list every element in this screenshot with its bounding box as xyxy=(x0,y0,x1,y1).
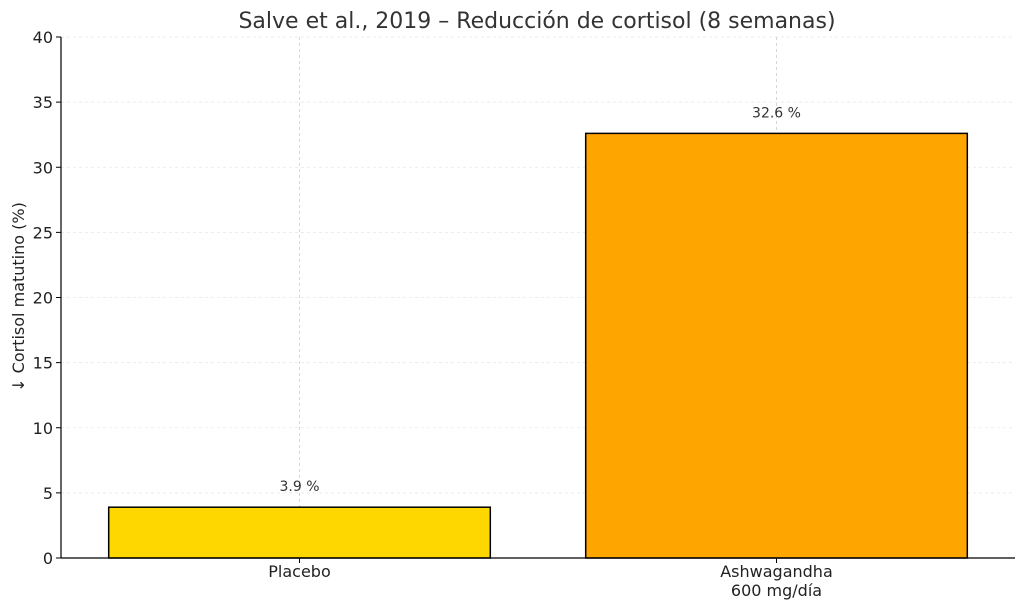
y-tick-label: 15 xyxy=(33,354,53,373)
data-label: 32.6 % xyxy=(752,105,801,121)
bar xyxy=(584,132,969,559)
x-tick-label: Ashwagandha 600 mg/día xyxy=(720,562,833,600)
bar xyxy=(107,506,492,559)
y-axis-label: ↓ Cortisol matutino (%) xyxy=(9,202,28,392)
y-tick-label: 10 xyxy=(33,419,53,438)
bars xyxy=(107,132,969,559)
y-tick-label: 5 xyxy=(43,484,53,503)
y-tick-label: 40 xyxy=(33,28,53,47)
data-labels: 3.9 % 32.6 % xyxy=(279,105,800,495)
x-tick-label: Placebo xyxy=(268,562,330,581)
x-axis-ticks: Placebo Ashwagandha 600 mg/día xyxy=(268,558,833,600)
data-label: 3.9 % xyxy=(279,479,319,495)
y-tick-label: 20 xyxy=(33,289,53,308)
y-tick-label: 0 xyxy=(43,549,53,568)
y-tick-label: 30 xyxy=(33,158,53,177)
chart-title: Salve et al., 2019 – Reducción de cortis… xyxy=(238,9,835,34)
y-tick-label: 35 xyxy=(33,93,53,112)
y-axis-ticks: 0 5 10 15 20 25 30 35 40 xyxy=(33,28,61,568)
y-tick-label: 25 xyxy=(33,223,53,242)
